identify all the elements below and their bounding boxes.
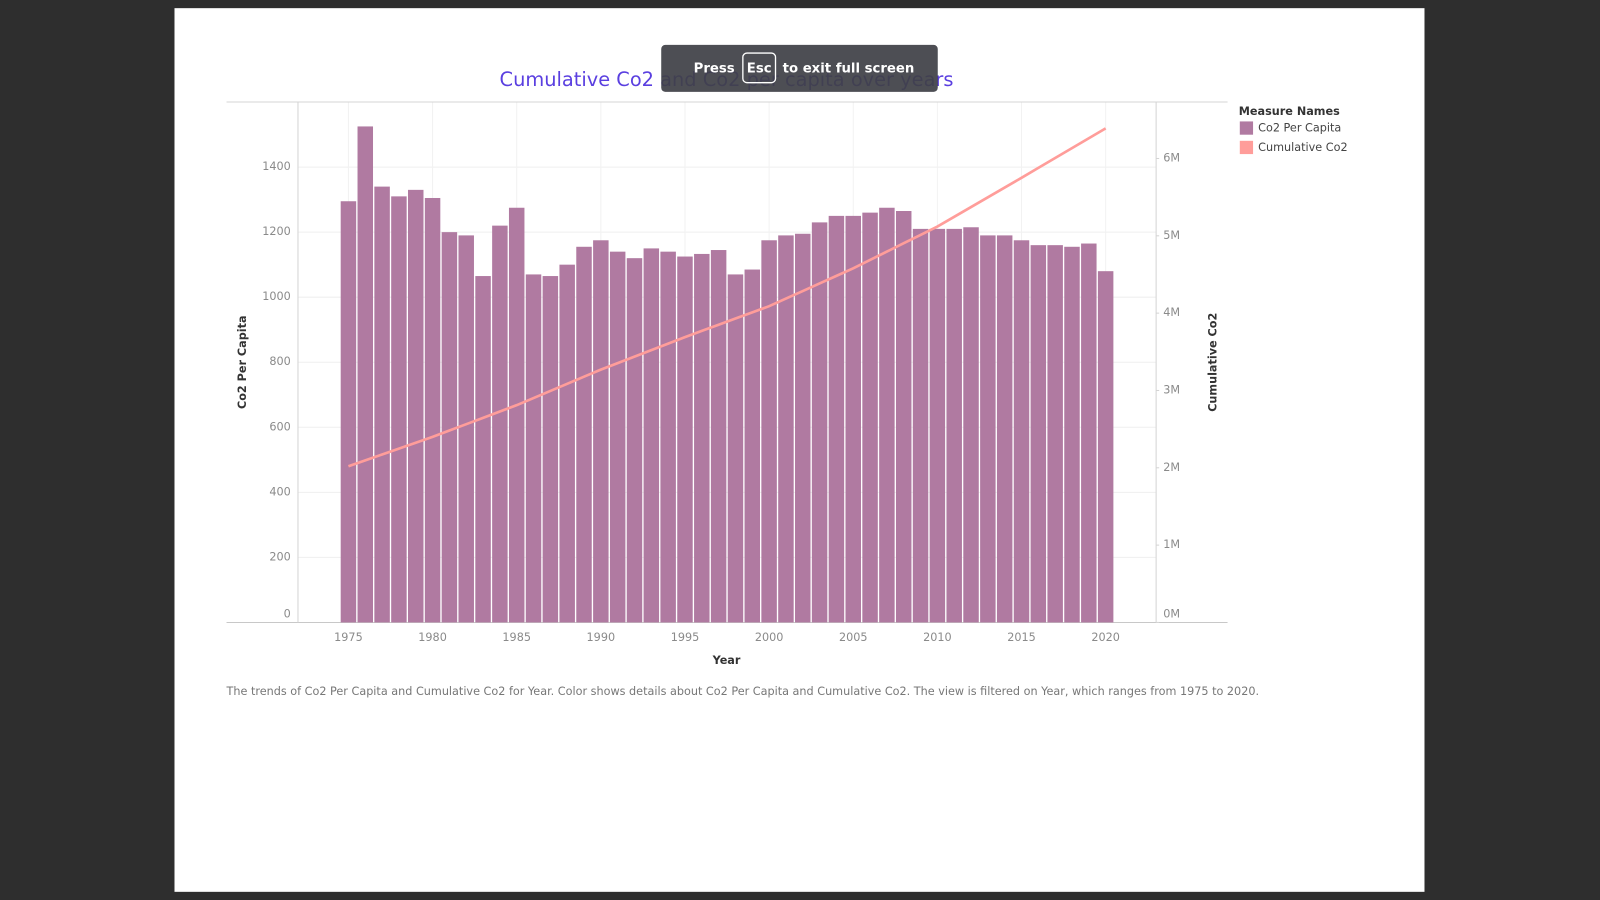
bar <box>542 276 559 623</box>
fullscreen-overlay: Press Esc to exit full screen <box>661 44 938 92</box>
bar <box>458 235 474 623</box>
overlay-text: to exit full screen <box>783 61 915 76</box>
bar <box>340 201 357 623</box>
bar <box>996 235 1013 623</box>
y-tick-label: 1200 <box>262 225 291 238</box>
x-tick-label: 1980 <box>418 631 447 644</box>
x-tick-label: 2010 <box>923 631 952 644</box>
key-label: Esc <box>747 61 772 76</box>
caption: The trends of Co2 Per Capita and Cumulat… <box>226 685 1260 698</box>
bar <box>593 240 609 623</box>
bar <box>492 225 508 623</box>
bar <box>559 264 575 623</box>
bar <box>862 212 878 623</box>
y-tick-label: 400 <box>269 485 290 498</box>
bar <box>408 189 424 623</box>
y2-tick-label: 5M <box>1163 229 1180 242</box>
y-axis-title: Co2 Per Capita <box>236 315 249 409</box>
bar <box>525 274 542 623</box>
x-tick-label: 1985 <box>502 631 531 644</box>
y2-tick-label: 1M <box>1163 538 1180 551</box>
bar <box>828 215 845 623</box>
bar <box>946 228 962 623</box>
overlay-text: Press <box>694 61 735 76</box>
bar <box>660 251 676 623</box>
y-tick-label: 200 <box>269 550 290 563</box>
bar <box>576 246 592 623</box>
bar <box>727 274 744 623</box>
bar <box>357 126 374 623</box>
y2-tick-label: 0M <box>1163 607 1180 620</box>
bar <box>1097 271 1114 623</box>
x-tick-label: 2020 <box>1091 631 1120 644</box>
y-tick-label: 1000 <box>262 290 291 303</box>
x-tick-label: 1990 <box>587 631 616 644</box>
bar <box>1064 246 1080 623</box>
bar <box>374 186 390 623</box>
bar <box>710 250 727 623</box>
y2-axis-title: Cumulative Co2 <box>1206 313 1219 412</box>
bar <box>508 207 525 623</box>
y2-tick-label: 2M <box>1163 461 1180 474</box>
bar <box>677 256 693 623</box>
y2-tick-label: 4M <box>1163 306 1180 319</box>
bar <box>845 215 861 623</box>
legend-label: Co2 Per Capita <box>1258 122 1341 135</box>
legend-label: Cumulative Co2 <box>1258 141 1347 154</box>
bar <box>912 228 929 623</box>
bar <box>643 248 660 623</box>
bar <box>475 276 491 623</box>
bar <box>895 211 912 623</box>
y-tick-label: 600 <box>269 420 290 433</box>
overlay-box <box>661 44 938 92</box>
bar <box>1013 240 1030 623</box>
bar <box>744 269 761 623</box>
bar <box>424 197 441 623</box>
x-tick-label: 2015 <box>1007 631 1036 644</box>
y-tick-label: 0 <box>284 607 291 620</box>
y-tick-label: 800 <box>269 355 290 368</box>
legend-swatch <box>1239 121 1254 135</box>
bar <box>609 251 626 623</box>
bar <box>778 235 794 623</box>
bar <box>694 253 710 623</box>
bar <box>811 222 828 623</box>
line <box>348 127 1107 468</box>
bar <box>1030 245 1047 623</box>
bar <box>1047 245 1063 623</box>
x-tick-label: 1975 <box>334 631 363 644</box>
bar <box>391 196 407 623</box>
legend-title: Measure Names <box>1239 105 1340 118</box>
y2-tick-label: 3M <box>1163 383 1180 396</box>
x-tick-label: 2005 <box>839 631 868 644</box>
bar <box>1081 243 1097 623</box>
x-tick-label: 2000 <box>755 631 784 644</box>
bar <box>761 240 777 623</box>
key-box <box>742 52 777 84</box>
bar <box>980 235 996 623</box>
bar <box>963 227 979 623</box>
plot: 0 200 400 600 800 1000 1200 1400 0M 1M 2M 3M 4M 5M 6M 1… <box>226 101 1348 644</box>
bar <box>626 258 643 623</box>
bar <box>879 207 895 623</box>
bar <box>795 233 811 623</box>
x-tick-label: 1995 <box>671 631 700 644</box>
bar <box>441 232 458 623</box>
legend-swatch <box>1239 140 1254 155</box>
x-axis-title: Year <box>712 654 741 667</box>
bar <box>929 228 946 623</box>
y2-tick-label: 6M <box>1163 151 1180 164</box>
y-tick-label: 1400 <box>262 160 291 173</box>
